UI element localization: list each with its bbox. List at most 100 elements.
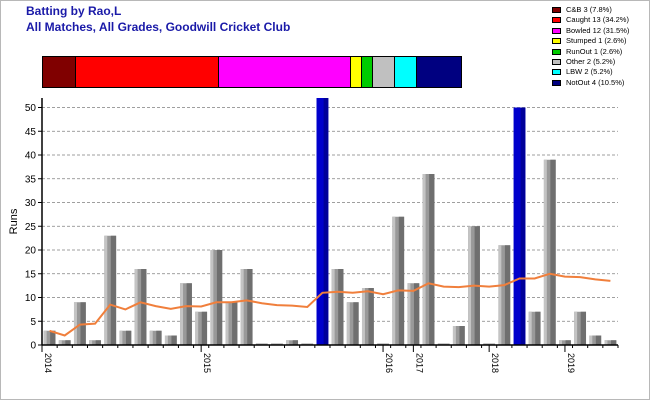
bar-highlight bbox=[528, 311, 532, 345]
bar-highlight bbox=[73, 302, 77, 345]
legend-item: C&B 3 (7.8%) bbox=[552, 5, 648, 15]
chart-title: Batting by Rao,L bbox=[26, 4, 122, 18]
bar-highlight bbox=[164, 335, 168, 345]
bar-highlight bbox=[180, 283, 184, 345]
legend-label: Other 2 (5.2%) bbox=[566, 56, 616, 66]
bar-highlight bbox=[589, 335, 593, 345]
average-line bbox=[49, 272, 611, 337]
y-axis-label: Runs bbox=[8, 208, 20, 234]
chart-subtitle: All Matches, All Grades, Goodwill Cricke… bbox=[26, 20, 291, 34]
bar bbox=[392, 216, 405, 345]
bar-shade bbox=[141, 269, 147, 345]
stack-segment bbox=[219, 57, 352, 87]
bar-shade bbox=[413, 283, 420, 345]
bar bbox=[119, 330, 132, 345]
bar-shade bbox=[110, 235, 117, 345]
legend-swatch bbox=[552, 7, 561, 13]
stack-segment bbox=[75, 57, 220, 87]
y-tick-label: 50 bbox=[25, 103, 37, 114]
legend-label: Stumped 1 (2.6%) bbox=[566, 36, 627, 46]
bar-highlight bbox=[331, 269, 335, 345]
bar bbox=[89, 340, 101, 345]
bar-highlight bbox=[361, 288, 365, 345]
bar bbox=[58, 340, 71, 345]
bar-highlight bbox=[89, 340, 93, 345]
bar-shade bbox=[338, 269, 344, 345]
bar bbox=[498, 245, 511, 345]
bar-highlight bbox=[104, 235, 108, 345]
bar bbox=[543, 159, 556, 345]
bar-highlight bbox=[559, 340, 562, 345]
bar bbox=[149, 330, 162, 345]
bar-highlight bbox=[225, 302, 229, 345]
legend-swatch bbox=[552, 48, 561, 55]
bar bbox=[134, 269, 147, 345]
bar-shade bbox=[186, 283, 192, 345]
bar bbox=[574, 311, 587, 345]
y-tick-label: 45 bbox=[25, 127, 37, 138]
bar-highlight bbox=[240, 269, 244, 345]
bar-highlight bbox=[346, 302, 350, 345]
x-tick-label: 2018 bbox=[490, 353, 500, 373]
y-tick-label: 5 bbox=[30, 317, 36, 328]
bar bbox=[452, 326, 465, 345]
bar-shade bbox=[504, 245, 511, 345]
legend-item: LBW 2 (5.2%) bbox=[552, 67, 648, 77]
legend-label: RunOut 1 (2.6%) bbox=[566, 46, 623, 56]
bar bbox=[528, 311, 541, 345]
bar bbox=[195, 311, 208, 345]
bar bbox=[180, 283, 192, 345]
bar bbox=[604, 340, 617, 345]
y-tick-label: 30 bbox=[25, 198, 37, 209]
legend-swatch bbox=[552, 58, 561, 65]
bar-shade bbox=[171, 335, 177, 345]
bar-highlight bbox=[210, 250, 214, 345]
bar bbox=[240, 269, 253, 345]
x-tick-label: 2017 bbox=[414, 353, 424, 373]
stack-segment bbox=[395, 57, 417, 87]
bar-shade bbox=[595, 335, 602, 345]
bar-shade bbox=[459, 326, 465, 345]
stack-segment bbox=[373, 57, 396, 87]
bar-highlight bbox=[43, 330, 47, 345]
legend-item: RunOut 1 (2.6%) bbox=[552, 47, 648, 57]
bar-shade bbox=[535, 311, 541, 345]
y-tick-label: 0 bbox=[30, 341, 36, 352]
bar bbox=[43, 330, 56, 345]
legend-label: LBW 2 (5.2%) bbox=[566, 67, 613, 77]
bar bbox=[316, 98, 329, 345]
x-tick-label: 2019 bbox=[566, 353, 576, 373]
bar-highlight bbox=[134, 269, 138, 345]
bar-highlight bbox=[574, 311, 578, 345]
bar-highlight bbox=[407, 283, 411, 345]
bar-shade bbox=[398, 216, 405, 345]
bar-highlight bbox=[452, 326, 456, 345]
bar-shade bbox=[368, 288, 374, 345]
legend-label: NotOut 4 (10.5%) bbox=[566, 77, 625, 87]
x-tick-label: 2014 bbox=[43, 353, 53, 373]
legend-swatch bbox=[552, 17, 561, 24]
legend-label: C&B 3 (7.8%) bbox=[566, 5, 612, 14]
bar bbox=[361, 288, 374, 345]
y-tick-label: 10 bbox=[25, 293, 37, 304]
bar bbox=[104, 235, 117, 345]
x-tick-label: 2016 bbox=[384, 353, 394, 373]
bar bbox=[407, 283, 420, 345]
legend-item: Stumped 1 (2.6%) bbox=[552, 36, 648, 46]
bar-shade bbox=[429, 174, 435, 345]
stack-segment bbox=[351, 57, 363, 87]
legend-item: Other 2 (5.2%) bbox=[552, 57, 648, 67]
bar bbox=[286, 340, 299, 345]
bar-shade bbox=[201, 311, 208, 345]
legend-swatch bbox=[552, 38, 561, 45]
y-tick-label: 20 bbox=[25, 246, 37, 257]
legend-item: Bowled 12 (31.5%) bbox=[552, 26, 648, 36]
legend-label: Bowled 12 (31.5%) bbox=[566, 25, 630, 35]
bar-shade bbox=[323, 98, 329, 345]
bar-shade bbox=[50, 330, 56, 345]
y-tick-label: 25 bbox=[25, 222, 37, 233]
bar bbox=[164, 335, 177, 345]
bar bbox=[346, 302, 359, 345]
bar-highlight bbox=[498, 245, 502, 345]
